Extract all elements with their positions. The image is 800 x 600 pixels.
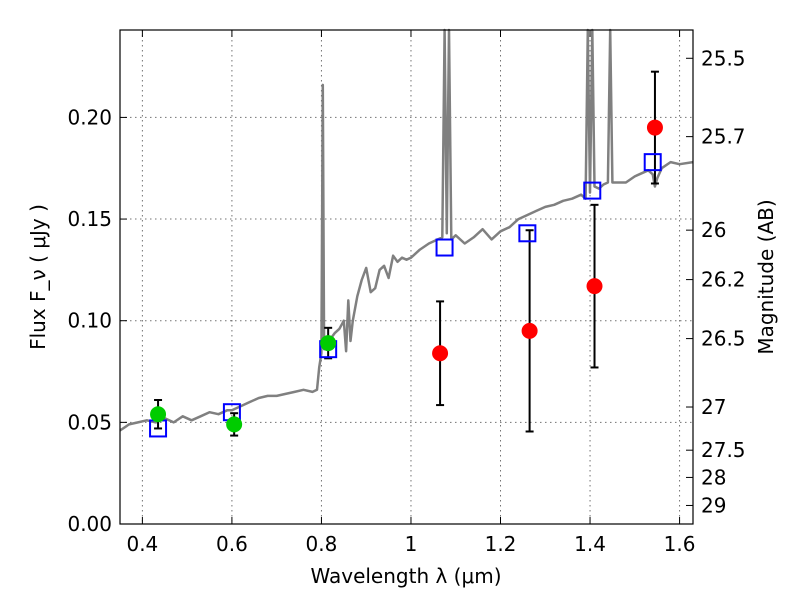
mag-tick-label: 26.2	[701, 268, 746, 292]
mag-tick-label: 25.5	[701, 46, 746, 70]
mag-tick-label: 25.7	[701, 125, 746, 149]
plot-frame	[119, 29, 694, 525]
mag-tick-label: 27.5	[701, 438, 746, 462]
model-flux-marker	[518, 224, 537, 243]
y-axis-label-left: Flux F_ν ( μJy )	[26, 204, 50, 350]
x-tick-label: 0.6	[216, 532, 248, 556]
grid	[120, 30, 693, 524]
mag-tick-label: 27	[701, 395, 726, 419]
x-tick-label: 1.4	[574, 532, 606, 556]
mag-tick-label: 26.5	[701, 327, 746, 351]
y-axis-label-right: Magnitude (AB)	[754, 199, 778, 354]
observed-flux-marker	[521, 322, 538, 339]
y-tick-label: 0.05	[67, 410, 112, 434]
mag-tick-label: 26	[701, 218, 726, 242]
x-tick-label: 1.6	[664, 532, 696, 556]
x-axis-label: Wavelength λ (μm)	[310, 564, 501, 588]
x-tick-label: 0.4	[126, 532, 158, 556]
observed-flux-marker	[226, 416, 243, 433]
y-tick-label: 0.15	[67, 207, 112, 231]
observed-flux-marker	[646, 119, 663, 136]
mag-tick-label: 29	[701, 493, 726, 517]
observed-flux-marker	[150, 406, 167, 423]
y-tick-label: 0.10	[67, 309, 112, 333]
y-tick-label: 0.20	[67, 105, 112, 129]
observed-flux-marker	[432, 345, 449, 362]
observed-flux-marker	[586, 278, 603, 295]
error-bars	[154, 70, 659, 437]
x-tick-label: 1	[405, 532, 418, 556]
model-flux-marker	[435, 238, 454, 257]
tick-labels: 0.4 0.6 0.8 1 1.2 1.4 1.6 0.00 0.05 0.10 0.15 0.20 2…	[67, 46, 745, 556]
model-flux-marker	[643, 153, 662, 172]
spectrum-line	[119, 28, 694, 432]
model-spectrum	[119, 28, 694, 432]
observed-flux-marker	[320, 335, 337, 352]
axis-ticks	[120, 30, 693, 525]
model-flux-marker	[583, 181, 602, 200]
mag-tick-label: 28	[701, 465, 726, 489]
x-tick-label: 0.8	[306, 532, 338, 556]
data-markers	[149, 119, 663, 438]
y-tick-label: 0.00	[67, 512, 112, 536]
x-tick-label: 1.2	[485, 532, 517, 556]
